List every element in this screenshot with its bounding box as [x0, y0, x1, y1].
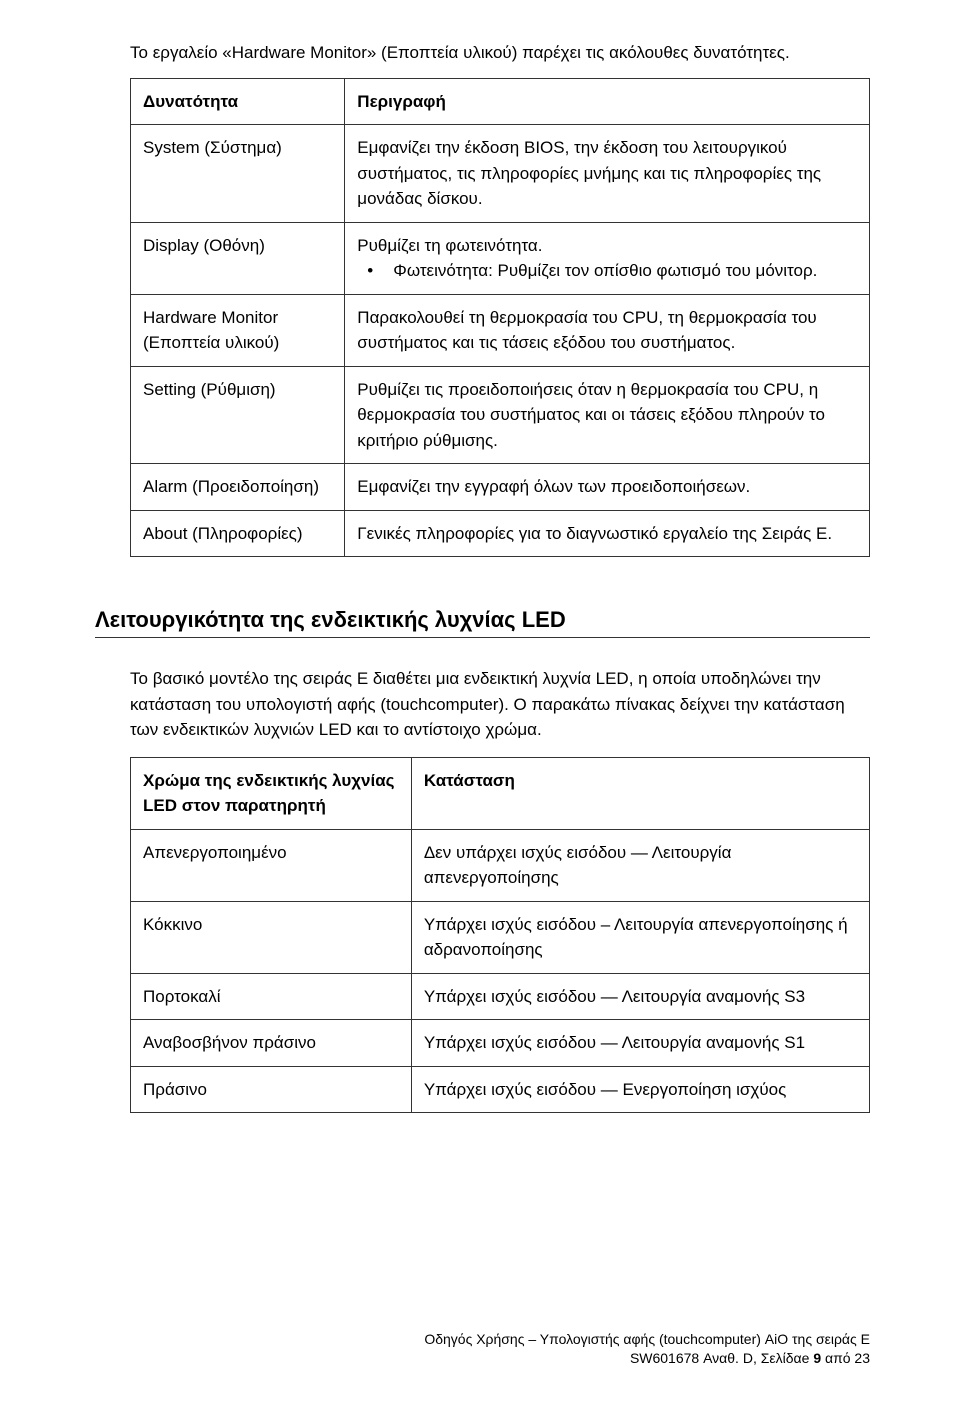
intro-paragraph: Το εργαλείο «Hardware Monitor» (Εποπτεία…	[130, 40, 870, 66]
table-cell: Alarm (Προειδοποίηση)	[131, 464, 345, 511]
table-cell: Δεν υπάρχει ισχύς εισόδου — Λειτουργία α…	[411, 829, 869, 901]
table-cell: System (Σύστημα)	[131, 125, 345, 223]
table-cell: Ρυθμίζει τις προειδοποιήσεις όταν η θερμ…	[345, 366, 870, 464]
footer-line2-prefix: SW601678 Αναθ. D, Σελίδαe	[630, 1350, 813, 1366]
table-row: Display (Οθόνη) Ρυθμίζει τη φωτεινότητα.…	[131, 222, 870, 294]
display-bullet-text: Φωτεινότητα: Ρυθμίζει τον οπίσθιο φωτισμ…	[393, 258, 817, 284]
led-status-table: Χρώμα της ενδεικτικής λυχνίας LED στον π…	[130, 757, 870, 1114]
table-cell: Υπάρχει ισχύς εισόδου — Ενεργοποίηση ισχ…	[411, 1066, 869, 1113]
footer-line2-suffix: από 23	[821, 1350, 870, 1366]
table-cell: Display (Οθόνη)	[131, 222, 345, 294]
table-header-col2: Περιγραφή	[345, 78, 870, 125]
table-cell: Παρακολουθεί τη θερμοκρασία του CPU, τη …	[345, 294, 870, 366]
table-cell: Γενικές πληροφορίες για το διαγνωστικό ε…	[345, 510, 870, 557]
page-footer: Οδηγός Χρήσης – Υπολογιστής αφής (touchc…	[424, 1330, 870, 1369]
table-row: Setting (Ρύθμιση) Ρυθμίζει τις προειδοπο…	[131, 366, 870, 464]
footer-line1: Οδηγός Χρήσης – Υπολογιστής αφής (touchc…	[424, 1330, 870, 1350]
heading-underline	[95, 637, 870, 638]
table-cell: Πορτοκαλί	[131, 973, 412, 1020]
table-row: Alarm (Προειδοποίηση) Εμφανίζει την εγγρ…	[131, 464, 870, 511]
table-cell: About (Πληροφορίες)	[131, 510, 345, 557]
table-cell: Εμφανίζει την έκδοση BIOS, την έκδοση το…	[345, 125, 870, 223]
table-cell: Υπάρχει ισχύς εισόδου — Λειτουργία αναμο…	[411, 973, 869, 1020]
table-cell: Αναβοσβήνον πράσινο	[131, 1020, 412, 1067]
table-row: Κόκκινο Υπάρχει ισχύς εισόδου – Λειτουργ…	[131, 901, 870, 973]
display-line1: Ρυθμίζει τη φωτεινότητα.	[357, 233, 857, 259]
table-header-row: Δυνατότητα Περιγραφή	[131, 78, 870, 125]
table-cell: Υπάρχει ισχύς εισόδου — Λειτουργία αναμο…	[411, 1020, 869, 1067]
table-cell: Κόκκινο	[131, 901, 412, 973]
bullet-icon: •	[367, 258, 373, 284]
footer-page-number: 9	[813, 1350, 821, 1366]
table-cell: Απενεργοποιημένο	[131, 829, 412, 901]
table-row: Αναβοσβήνον πράσινο Υπάρχει ισχύς εισόδο…	[131, 1020, 870, 1067]
table-row: About (Πληροφορίες) Γενικές πληροφορίες …	[131, 510, 870, 557]
table-row: Πορτοκαλί Υπάρχει ισχύς εισόδου — Λειτου…	[131, 973, 870, 1020]
table-row: Απενεργοποιημένο Δεν υπάρχει ισχύς εισόδ…	[131, 829, 870, 901]
table-header-col1: Δυνατότητα	[131, 78, 345, 125]
table-cell: Setting (Ρύθμιση)	[131, 366, 345, 464]
display-bullet-row: • Φωτεινότητα: Ρυθμίζει τον οπίσθιο φωτι…	[357, 258, 857, 284]
footer-line2: SW601678 Αναθ. D, Σελίδαe 9 από 23	[424, 1349, 870, 1369]
table-row: Πράσινο Υπάρχει ισχύς εισόδου — Ενεργοπο…	[131, 1066, 870, 1113]
hardware-monitor-table: Δυνατότητα Περιγραφή System (Σύστημα) Εμ…	[130, 78, 870, 558]
table-row: Hardware Monitor (Εποπτεία υλικού) Παρακ…	[131, 294, 870, 366]
led-intro-paragraph: Το βασικό μοντέλο της σειράς E διαθέτει …	[130, 666, 870, 743]
table-row: System (Σύστημα) Εμφανίζει την έκδοση BI…	[131, 125, 870, 223]
table-header-col1: Χρώμα της ενδεικτικής λυχνίας LED στον π…	[131, 757, 412, 829]
table-header-row: Χρώμα της ενδεικτικής λυχνίας LED στον π…	[131, 757, 870, 829]
led-section-heading: Λειτουργικότητα της ενδεικτικής λυχνίας …	[95, 607, 870, 633]
table-cell: Εμφανίζει την εγγραφή όλων των προειδοπο…	[345, 464, 870, 511]
table-cell: Υπάρχει ισχύς εισόδου – Λειτουργία απενε…	[411, 901, 869, 973]
table-cell: Hardware Monitor (Εποπτεία υλικού)	[131, 294, 345, 366]
table-cell: Ρυθμίζει τη φωτεινότητα. • Φωτεινότητα: …	[345, 222, 870, 294]
table-cell: Πράσινο	[131, 1066, 412, 1113]
table-header-col2: Κατάσταση	[411, 757, 869, 829]
